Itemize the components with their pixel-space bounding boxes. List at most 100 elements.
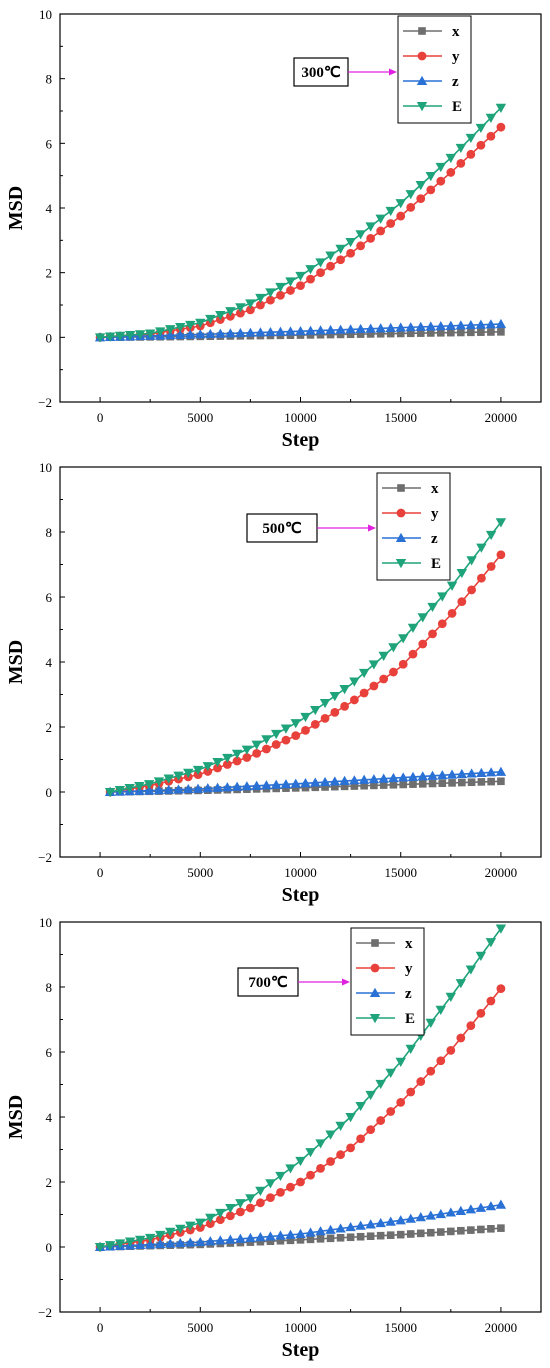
series-y-marker-10 (203, 767, 213, 776)
series-E-marker-21 (305, 1148, 316, 1158)
series-y-marker-16 (256, 300, 265, 310)
series-E-marker-6 (155, 327, 166, 337)
series-E-marker-38 (475, 951, 487, 961)
series-E-marker-0 (94, 1243, 106, 1253)
series-y-marker-23 (326, 261, 335, 271)
series-z-marker-11 (205, 328, 216, 339)
series-y-marker-15 (245, 305, 255, 315)
series-z-marker-34 (437, 770, 448, 780)
series-y-marker-40 (496, 122, 506, 132)
series-y-marker-28 (379, 674, 389, 684)
legend-label-z: z (452, 74, 459, 90)
series-z-marker-25 (345, 1221, 356, 1232)
temperature-annotation: 500℃ (246, 513, 376, 543)
series-E-marker-8 (175, 323, 186, 333)
series-z-marker-27 (365, 1219, 376, 1229)
series-E-marker-19 (285, 277, 296, 287)
series-z-marker-10 (195, 1236, 206, 1247)
series-y-marker-13 (225, 1211, 235, 1221)
annotation-arrowhead (342, 978, 350, 986)
series-y-marker-39 (486, 562, 496, 571)
series-z-marker-37 (465, 1204, 477, 1214)
series-E-marker-9 (185, 320, 196, 331)
series-y-marker-32 (416, 194, 426, 204)
series-E-marker-18 (275, 282, 286, 293)
series-x-marker-20 (301, 783, 310, 792)
series-x-marker-18 (276, 1236, 285, 1245)
legend-z-marker-0 (369, 987, 381, 997)
series-z-marker-31 (405, 1213, 416, 1223)
series-E-marker-33 (425, 171, 436, 182)
series-y-marker-40 (496, 984, 506, 994)
series-y-marker-38 (476, 1008, 486, 1018)
series-z-marker-14 (235, 327, 246, 338)
series-E-marker-26 (355, 1101, 366, 1112)
series-x-marker-34 (436, 329, 445, 337)
series-y-marker-21 (306, 274, 315, 284)
series-z-marker-37 (465, 319, 477, 330)
series-x-marker-25 (350, 782, 359, 790)
series-y-marker-39 (486, 131, 496, 141)
series-E-marker-28 (375, 214, 386, 224)
series-z-marker-22 (319, 776, 331, 787)
series-E-marker-26 (358, 668, 370, 679)
y-tick-label-4: 6 (46, 590, 53, 605)
series-E-marker-14 (235, 303, 246, 313)
series-y-marker-15 (252, 749, 262, 758)
series-z-marker-30 (395, 1215, 406, 1225)
series-y-marker-21 (306, 1170, 315, 1180)
series-z-marker-26 (355, 1220, 366, 1230)
series-y-marker-22 (320, 713, 330, 723)
series-y-marker-20 (301, 726, 310, 735)
series-E-marker-38 (475, 123, 487, 134)
y-axis-title: MSD (5, 1095, 27, 1139)
series-z-marker-38 (476, 767, 487, 777)
series-E-marker-5 (153, 777, 165, 787)
series-x-marker-30 (396, 1230, 405, 1239)
annotation-box (293, 57, 349, 87)
series-E-marker-9 (185, 1221, 196, 1231)
series-x-marker-33 (426, 1228, 435, 1237)
series-E-marker-4 (134, 330, 146, 340)
series-z-marker-19 (290, 778, 301, 788)
series-y-marker-35 (446, 168, 456, 177)
series-E-marker-2 (114, 1239, 126, 1249)
x-tick-label-0: 0 (97, 1320, 104, 1335)
series-E-marker-25 (349, 677, 360, 687)
series-E-marker-1 (114, 786, 126, 796)
msd-chart-panel-1: 0 5000 10000 15000 20000 −2 0 2 4 6 8 10 Step MSD x y z E… (0, 0, 550, 456)
annotation-label: 500℃ (262, 521, 302, 537)
x-axis-title: Step (282, 1339, 320, 1361)
series-z-marker-33 (425, 1210, 436, 1220)
series-z-marker-34 (435, 321, 446, 331)
series-E-marker-7 (165, 1227, 176, 1237)
series-y-marker-15 (245, 1203, 255, 1213)
series-E-marker-35 (446, 581, 458, 591)
series-y-marker-36 (456, 158, 466, 168)
series-z-marker-23 (325, 1224, 336, 1234)
series-x-marker-31 (409, 780, 417, 788)
series-E-marker-25 (345, 1113, 356, 1123)
series-y-marker-22 (316, 268, 325, 278)
series-x-marker-23 (326, 1234, 335, 1243)
legend-z-marker-0 (416, 75, 428, 85)
series-x-marker-28 (376, 329, 385, 338)
msd-chart-700: 0 5000 10000 15000 20000 −2 0 2 4 6 8 10 Step MSD xyzE… (5, 915, 542, 1361)
series-E-marker-2 (124, 784, 135, 794)
series-E-marker-18 (280, 724, 292, 734)
series-E-marker-16 (261, 735, 272, 745)
series-x-marker-30 (399, 780, 408, 789)
series-y-marker-36 (456, 1033, 466, 1043)
series-y-marker-14 (235, 1207, 245, 1217)
series-E-marker-2 (114, 331, 126, 341)
series-E-marker-14 (241, 745, 253, 755)
series-z-marker-13 (231, 781, 243, 791)
series-E-marker-37 (465, 133, 477, 144)
series-E-line (100, 107, 502, 339)
series-E-marker-32 (417, 613, 428, 623)
series-E-marker-39 (485, 530, 497, 541)
series-z-marker-4 (143, 785, 155, 795)
series-E-marker-28 (375, 1079, 386, 1090)
legend-label-x: x (405, 936, 413, 952)
series-E-marker-13 (225, 1204, 236, 1214)
